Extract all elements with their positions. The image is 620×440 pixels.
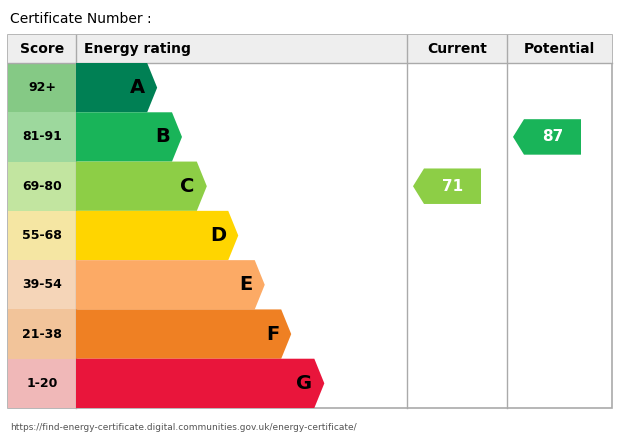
Text: 1-20: 1-20 [26, 377, 58, 390]
Text: D: D [210, 226, 226, 245]
Polygon shape [76, 260, 265, 309]
Text: 39-54: 39-54 [22, 278, 62, 291]
Bar [8, 211, 76, 260]
Text: 55-68: 55-68 [22, 229, 62, 242]
Text: Score: Score [20, 42, 64, 56]
Bar [8, 359, 76, 408]
Polygon shape [76, 211, 238, 260]
Bar [8, 309, 76, 359]
Polygon shape [76, 359, 324, 408]
Text: 92+: 92+ [28, 81, 56, 94]
Polygon shape [413, 169, 481, 204]
Text: 69-80: 69-80 [22, 180, 62, 193]
Bar [8, 260, 76, 309]
Text: Potential: Potential [524, 42, 595, 56]
Polygon shape [76, 112, 182, 161]
Text: https://find-energy-certificate.digital.communities.gov.uk/energy-certificate/: https://find-energy-certificate.digital.… [10, 423, 356, 432]
Polygon shape [513, 119, 581, 155]
Text: A: A [130, 78, 145, 97]
Text: 87: 87 [542, 129, 563, 144]
Text: C: C [180, 177, 195, 196]
Polygon shape [76, 309, 291, 359]
Polygon shape [76, 161, 207, 211]
Text: Current: Current [427, 42, 487, 56]
Text: B: B [155, 128, 170, 147]
Bar [8, 112, 76, 161]
Text: 81-91: 81-91 [22, 130, 62, 143]
Text: Energy rating: Energy rating [84, 42, 191, 56]
Bar [8, 161, 76, 211]
Text: G: G [296, 374, 312, 393]
Polygon shape [76, 63, 157, 112]
Text: 21-38: 21-38 [22, 327, 62, 341]
Text: F: F [266, 325, 279, 344]
Bar [8, 63, 76, 112]
Text: Certificate Number :: Certificate Number : [10, 12, 152, 26]
Text: E: E [239, 275, 253, 294]
Bar [8, 35, 612, 408]
Bar [8, 35, 612, 63]
Text: 71: 71 [442, 179, 463, 194]
